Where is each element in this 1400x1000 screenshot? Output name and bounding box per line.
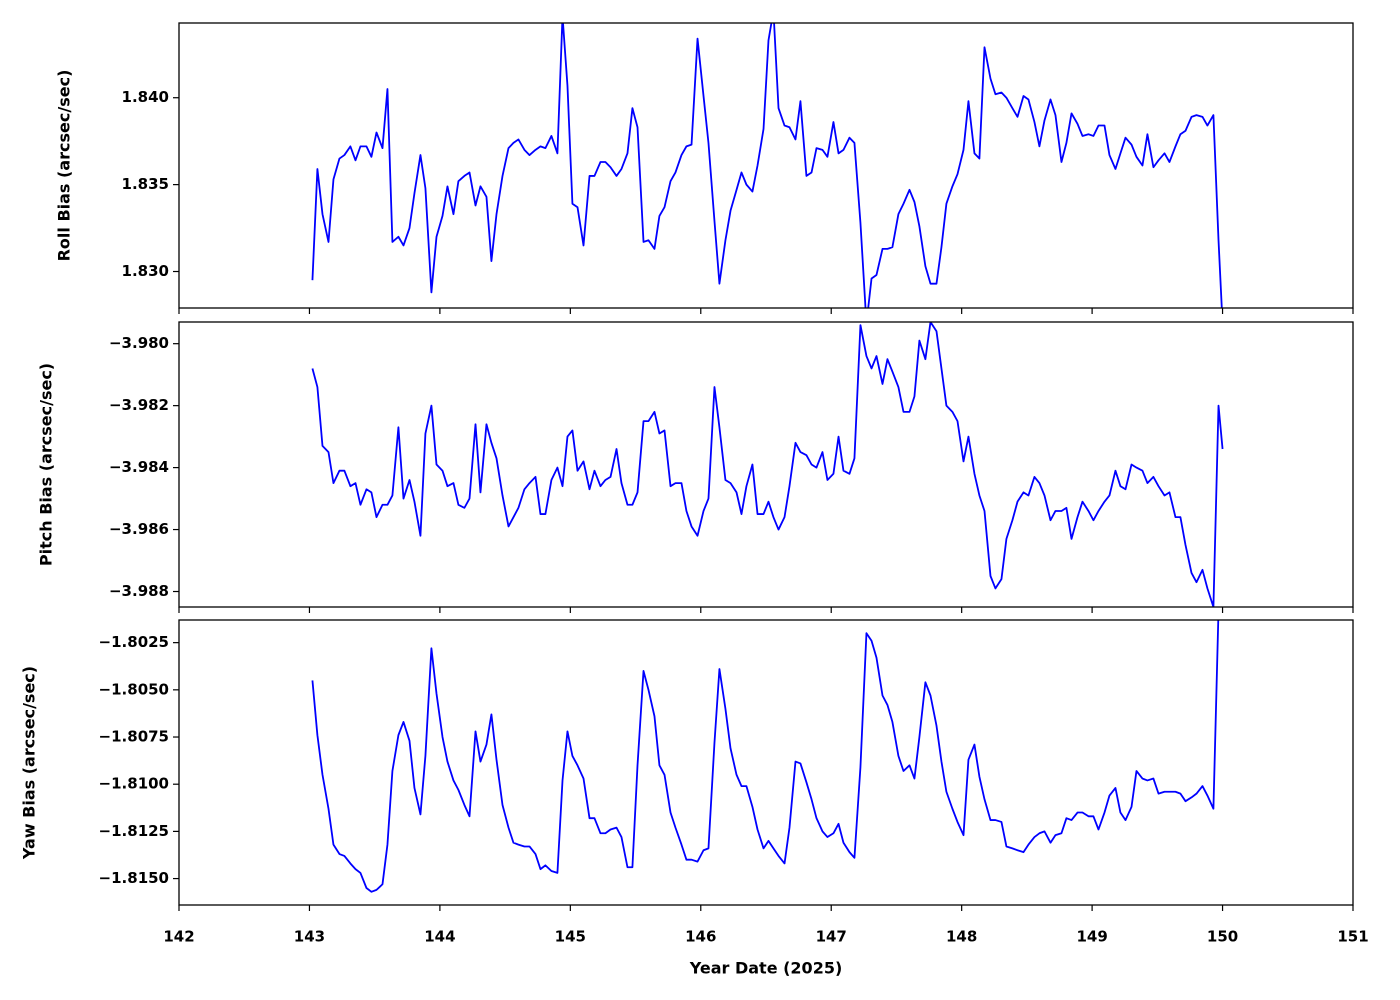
y-tick-label: −3.984: [109, 458, 169, 476]
data-line: [311, 23, 1223, 308]
x-tick-label: 147: [816, 928, 847, 946]
y-axis-label: Roll Bias (arcsec/sec): [55, 70, 74, 262]
y-tick-label: −3.980: [109, 334, 169, 352]
y-tick-label: −1.8075: [99, 728, 169, 746]
x-tick-label: 144: [424, 928, 455, 946]
y-tick-label: 1.830: [122, 262, 169, 280]
x-tick-label: 150: [1207, 928, 1238, 946]
plot-frame: [178, 321, 1354, 608]
x-tick-label: 151: [1337, 928, 1368, 946]
x-tick-label: 146: [685, 928, 716, 946]
x-tick-label: 142: [163, 928, 194, 946]
y-tick-label: −3.988: [109, 582, 169, 600]
y-tick-label: −1.8050: [99, 680, 169, 698]
y-tick-label: 1.835: [122, 175, 169, 193]
plot-frame: [178, 619, 1354, 906]
y-tick-label: −1.8125: [99, 822, 169, 840]
x-tick-label: 148: [946, 928, 977, 946]
y-tick-label: −3.982: [109, 396, 169, 414]
x-axis-label: Year Date (2025): [689, 959, 843, 978]
y-axis-label: Pitch Bias (arcsec/sec): [37, 363, 56, 566]
x-tick-label: 149: [1076, 928, 1107, 946]
y-axis-label: Yaw Bias (arcsec/sec): [20, 666, 39, 860]
data-line: [311, 620, 1220, 893]
y-tick-label: −3.986: [109, 520, 169, 538]
y-tick-label: 1.840: [122, 88, 169, 106]
y-tick-label: −1.8150: [99, 869, 169, 887]
x-tick-label: 143: [294, 928, 325, 946]
plot-frame: [178, 22, 1354, 309]
y-tick-label: −1.8100: [99, 775, 169, 793]
y-tick-label: −1.8025: [99, 633, 169, 651]
x-tick-label: 145: [555, 928, 586, 946]
data-line: [311, 322, 1224, 607]
